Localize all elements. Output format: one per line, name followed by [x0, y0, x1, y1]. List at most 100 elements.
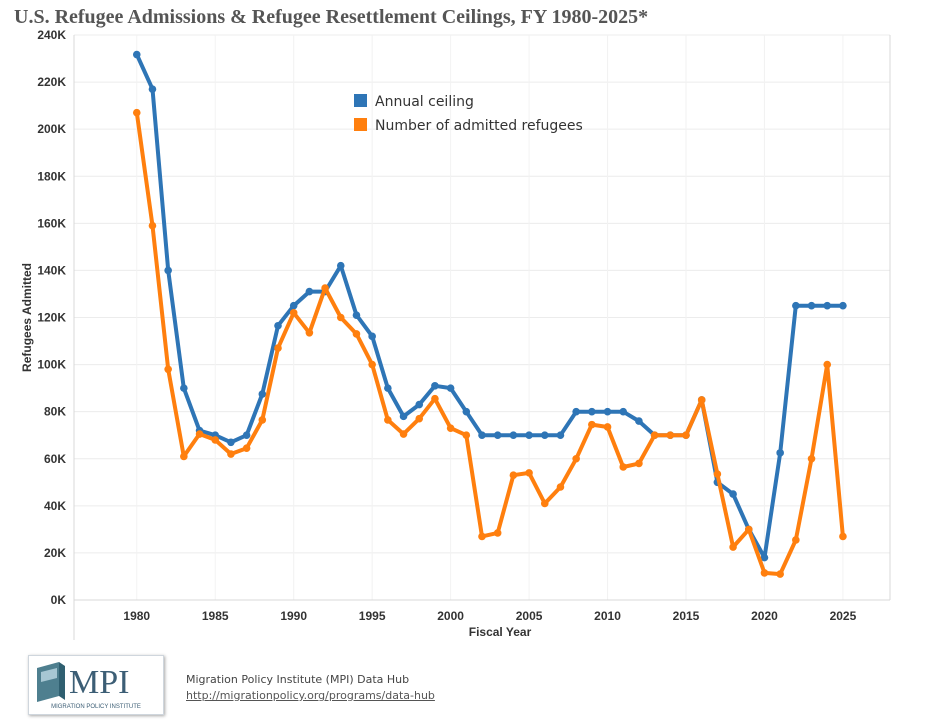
- mpi-logo-graphic: MPI MIGRATION POLICY INSTITUTE: [37, 662, 141, 710]
- series-point: [729, 543, 737, 551]
- series-0: [132, 50, 847, 562]
- series-point: [556, 483, 565, 491]
- series-point: [572, 454, 580, 463]
- series-point: [603, 407, 612, 416]
- series-point: [635, 459, 643, 468]
- legend-label-admitted-refugees: Number of admitted refugees: [375, 118, 583, 134]
- x-tick-label: 2025: [830, 609, 857, 623]
- series-point: [839, 301, 847, 310]
- series-point: [713, 470, 722, 478]
- x-tick-label: 1985: [202, 609, 229, 623]
- series-point: [164, 365, 172, 374]
- line-chart: 0K 20K 40K 60K 80K 100K 120K 140K 160K 180K 200K 22…: [20, 28, 891, 640]
- series-point: [807, 301, 816, 310]
- series-point: [274, 321, 282, 330]
- series-point: [650, 431, 659, 440]
- series-point: [148, 85, 157, 93]
- series-point: [462, 431, 471, 440]
- series-point: [227, 450, 235, 458]
- y-tick-label: 200K: [37, 122, 66, 136]
- grid-layer: [74, 34, 890, 601]
- y-tick-label: 60K: [44, 452, 66, 466]
- plot-frame: [73, 35, 891, 640]
- series-point: [478, 431, 486, 440]
- series-point: [760, 569, 769, 577]
- chart-title: U.S. Refugee Admissions & Refugee Resett…: [14, 6, 649, 28]
- series-point: [132, 50, 141, 59]
- y-tick-label: 160K: [37, 216, 66, 230]
- series-point: [619, 407, 628, 416]
- series-point: [540, 431, 549, 440]
- series-point: [603, 423, 612, 431]
- x-tick-label: 1995: [359, 609, 386, 623]
- x-tick-label: 2005: [516, 609, 543, 623]
- series-point: [744, 525, 753, 534]
- series-point: [368, 360, 376, 369]
- series-point: [180, 384, 188, 392]
- series-point: [493, 529, 502, 537]
- x-tick-label: 2010: [594, 609, 621, 623]
- source-line: Migration Policy Institute (MPI) Data Hu…: [186, 673, 410, 686]
- x-tick-label: 1980: [123, 609, 150, 623]
- y-tick-label: 20K: [44, 546, 66, 560]
- series-point: [682, 431, 690, 440]
- series-layer: [132, 50, 847, 578]
- series-point: [697, 396, 706, 404]
- series-point: [760, 553, 769, 562]
- series-point: [195, 430, 204, 438]
- series-point: [305, 329, 314, 337]
- series-point: [823, 301, 832, 310]
- series-point: [242, 444, 251, 452]
- series-point: [399, 412, 408, 421]
- series-point: [509, 431, 518, 440]
- series-point: [274, 344, 282, 352]
- series-point: [352, 311, 361, 319]
- series-point: [164, 266, 172, 275]
- series-1: [132, 108, 847, 578]
- logo-book-highlight: [41, 668, 57, 682]
- legend-swatch-annual-ceiling: [354, 94, 367, 107]
- legend: Annual ceiling Number of admitted refuge…: [354, 94, 583, 134]
- source-link[interactable]: http://migrationpolicy.org/programs/data…: [186, 689, 435, 702]
- series-point: [493, 431, 502, 440]
- series-line: [134, 52, 845, 560]
- series-point: [399, 430, 408, 438]
- series-point: [776, 449, 784, 457]
- series-point: [336, 261, 345, 270]
- series-point: [839, 532, 847, 541]
- y-tick-label: 120K: [37, 311, 66, 325]
- series-point: [415, 400, 424, 409]
- series-point: [384, 384, 392, 392]
- series-point: [619, 463, 628, 471]
- series-point: [478, 532, 486, 541]
- legend-swatch-admitted-refugees: [354, 118, 367, 131]
- y-tick-label: 240K: [37, 28, 66, 42]
- y-tick-label: 180K: [37, 169, 66, 183]
- series-point: [509, 471, 518, 480]
- y-tick-label: 220K: [37, 75, 66, 89]
- series-point: [446, 384, 455, 392]
- series-point: [431, 394, 439, 403]
- series-point: [415, 414, 424, 423]
- x-tick-label: 1990: [280, 609, 307, 623]
- series-point: [556, 431, 565, 440]
- series-point: [336, 313, 345, 322]
- series-point: [368, 332, 376, 341]
- series-point: [289, 301, 298, 310]
- y-axis-title: Refugees Admitted: [20, 263, 34, 372]
- series-point: [431, 381, 439, 390]
- series-point: [588, 420, 596, 429]
- series-point: [211, 436, 220, 444]
- mpi-logo: MPI MIGRATION POLICY INSTITUTE: [28, 655, 164, 715]
- series-point: [148, 221, 157, 230]
- x-tick-label: 2015: [673, 609, 700, 623]
- series-point: [729, 490, 737, 498]
- series-point: [289, 308, 298, 317]
- y-tick-label: 100K: [37, 358, 66, 372]
- series-point: [242, 431, 251, 440]
- series-point: [792, 301, 800, 310]
- series-point: [807, 454, 816, 463]
- series-point: [258, 416, 267, 424]
- series-point: [525, 469, 533, 477]
